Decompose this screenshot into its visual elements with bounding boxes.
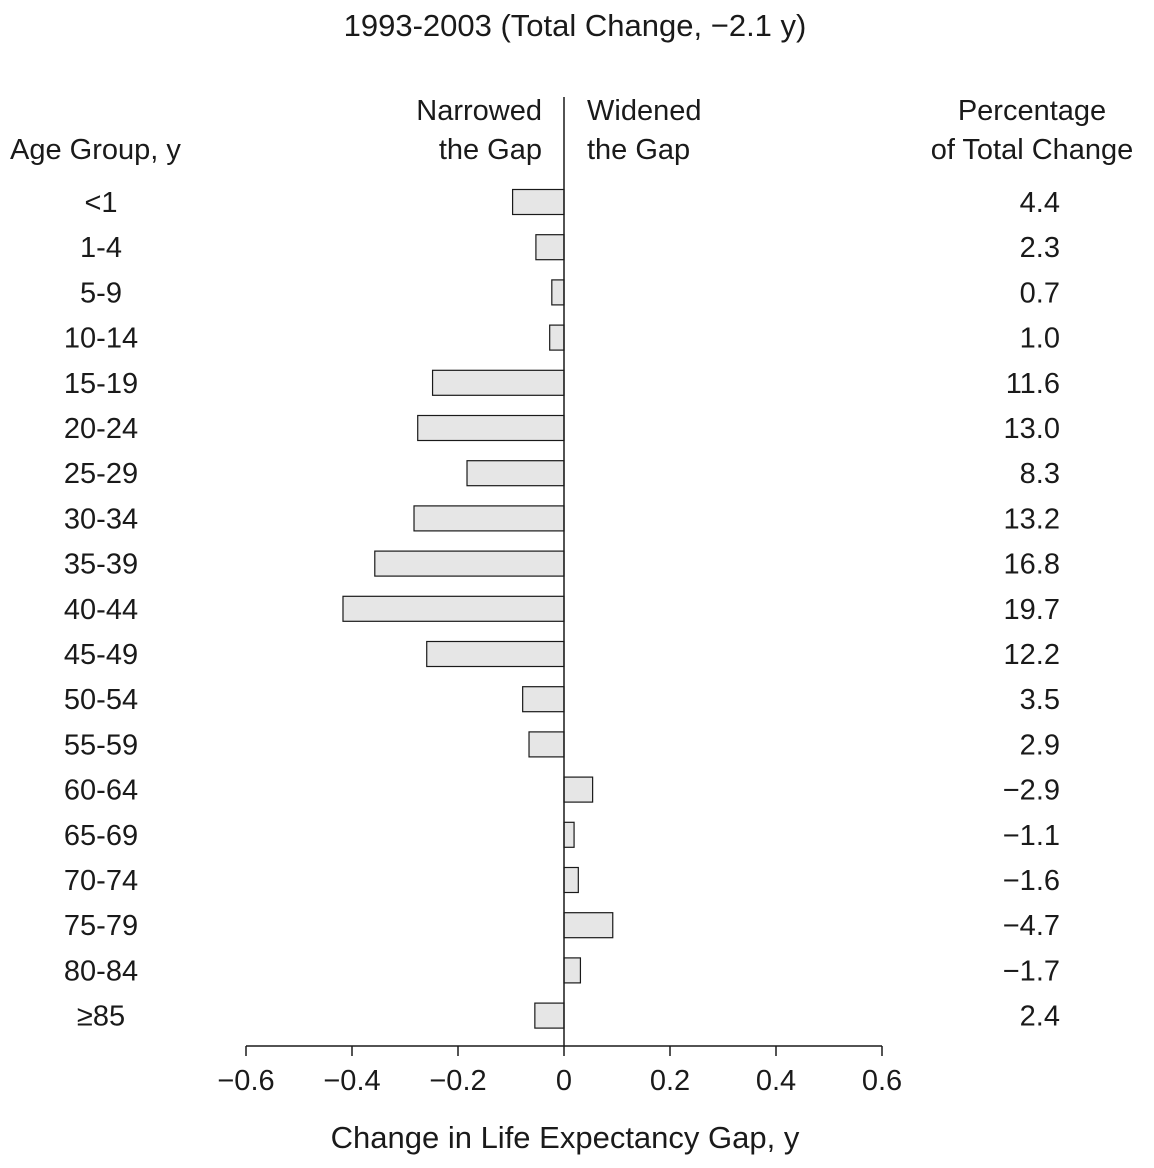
chart-title: 1993-2003 (Total Change, −2.1 y)	[344, 8, 807, 43]
category-label: 70-74	[64, 865, 138, 897]
percentage-label: 3.5	[1020, 684, 1060, 716]
category-label: <1	[84, 187, 117, 219]
bar	[563, 912, 614, 939]
percentage-label: 13.0	[1004, 413, 1060, 445]
category-label: 30-34	[64, 503, 138, 535]
percentage-label: 11.6	[1006, 368, 1060, 400]
category-label: 1-4	[80, 232, 122, 264]
widened-label-line1: Widened	[587, 95, 701, 127]
category-label: 20-24	[64, 413, 138, 445]
percentage-label: 2.9	[1020, 729, 1060, 761]
widened-label-line2: the Gap	[587, 134, 690, 166]
category-label: 10-14	[64, 323, 138, 355]
x-tick-label: 0.4	[756, 1065, 796, 1097]
percentage-header-line2: of Total Change	[931, 134, 1134, 166]
bar	[528, 731, 565, 758]
category-label: 35-39	[64, 549, 138, 581]
x-tick-label: 0.2	[650, 1065, 690, 1097]
bar	[374, 550, 565, 577]
bar	[522, 686, 565, 713]
bar	[551, 279, 565, 306]
percentage-label: 4.4	[1020, 187, 1060, 219]
category-label: 45-49	[64, 639, 138, 671]
category-label: 40-44	[64, 594, 138, 626]
bar	[534, 1002, 565, 1029]
percentage-label: 16.8	[1004, 549, 1060, 581]
bar	[535, 234, 565, 261]
bar	[563, 957, 582, 984]
percentage-label: 19.7	[1004, 594, 1060, 626]
percentage-label: −1.7	[1003, 955, 1060, 987]
percentage-label: 0.7	[1020, 277, 1060, 309]
category-label: 25-29	[64, 458, 138, 490]
x-tick-label: −0.2	[429, 1065, 486, 1097]
bar	[417, 414, 565, 442]
category-label: 15-19	[64, 368, 138, 400]
category-label: 5-9	[80, 277, 122, 309]
category-label: ≥85	[77, 1001, 125, 1033]
category-label: 60-64	[64, 775, 138, 807]
bar	[563, 776, 594, 803]
percentage-label: −1.1	[1003, 820, 1060, 852]
percentage-label: 1.0	[1020, 323, 1060, 355]
narrowed-label-line1: Narrowed	[416, 95, 542, 127]
x-tick-label: 0	[556, 1065, 572, 1097]
x-tick-label: −0.6	[217, 1065, 274, 1097]
percentage-label: 8.3	[1020, 458, 1060, 490]
category-label: 55-59	[64, 729, 138, 761]
y-axis-label: Age Group, y	[10, 134, 181, 166]
percentage-label: 13.2	[1004, 503, 1060, 535]
percentage-label: 12.2	[1004, 639, 1060, 671]
category-labels-group: <1 1-4 5-9 10-14 15-19 20-24 25-29 30-34 35-39 40…	[64, 187, 138, 1033]
percentage-header-line1: Percentage	[958, 95, 1106, 127]
percentage-label: −2.9	[1003, 775, 1060, 807]
bar	[563, 866, 579, 894]
x-axis-label: Change in Life Expectancy Gap, y	[331, 1120, 800, 1155]
x-axis: −0.6 −0.4 −0.2 0 0.2 0.4 0.6	[217, 1045, 902, 1097]
bar	[342, 595, 565, 622]
narrowed-label-line2: the Gap	[439, 134, 542, 166]
x-tick-label: 0.6	[862, 1065, 902, 1097]
bar	[413, 505, 565, 532]
percentage-labels-group: 4.4 2.3 0.7 1.0 11.6 13.0 8.3 13.2 16.8 19.7 12.2 3…	[1003, 187, 1060, 1033]
bar	[511, 188, 565, 216]
percentage-label: 2.4	[1020, 1001, 1060, 1033]
bar	[549, 324, 565, 351]
bar	[563, 821, 575, 848]
bar	[426, 640, 565, 668]
bar	[431, 369, 565, 396]
percentage-label: 2.3	[1020, 232, 1060, 264]
x-tick-label: −0.4	[323, 1065, 380, 1097]
category-label: 75-79	[64, 910, 138, 942]
category-label: 65-69	[64, 820, 138, 852]
percentage-label: −4.7	[1003, 910, 1060, 942]
category-label: 50-54	[64, 684, 138, 716]
category-label: 80-84	[64, 955, 138, 987]
bars-group	[342, 188, 614, 1029]
percentage-label: −1.6	[1003, 865, 1060, 897]
bar	[466, 460, 565, 487]
